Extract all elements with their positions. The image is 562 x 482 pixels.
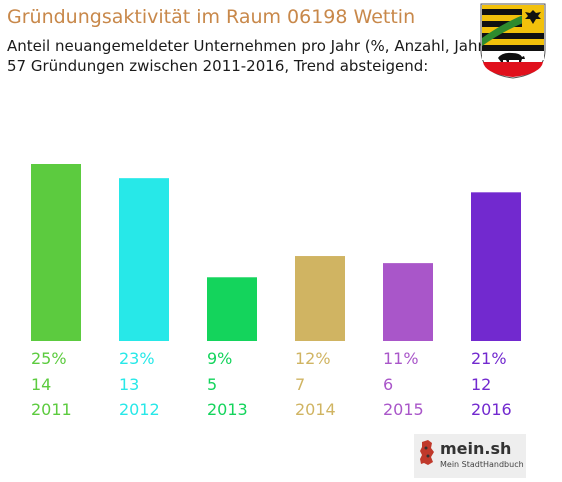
subtitle-line-1: Anteil neuangemeldeter Unternehmen pro J… <box>7 37 490 55</box>
count-label-2015: 6 <box>383 375 393 394</box>
percent-label-2011: 25% <box>31 349 67 368</box>
bar-2011 <box>31 164 81 341</box>
brand-name: mein.sh <box>440 439 512 458</box>
chart-subtitle: Anteil neuangemeldeter Unternehmen pro J… <box>7 36 490 76</box>
year-label-2011: 2011 <box>31 400 72 419</box>
year-label-2013: 2013 <box>207 400 248 419</box>
year-label-2012: 2012 <box>119 400 160 419</box>
year-label-2015: 2015 <box>383 400 424 419</box>
bar-2012 <box>119 178 169 341</box>
bar-2014 <box>295 256 345 341</box>
saxony-anhalt-coat-of-arms-icon <box>480 3 546 79</box>
percent-label-2013: 9% <box>207 349 232 368</box>
bar-2016 <box>471 192 521 341</box>
year-label-2016: 2016 <box>471 400 512 419</box>
count-label-2016: 12 <box>471 375 491 394</box>
bar-2013 <box>207 277 257 341</box>
percent-label-2016: 21% <box>471 349 507 368</box>
count-label-2013: 5 <box>207 375 217 394</box>
percent-label-2014: 12% <box>295 349 331 368</box>
chart-title: Gründungsaktivität im Raum 06198 Wettin <box>7 6 416 28</box>
count-label-2012: 13 <box>119 375 139 394</box>
brand-tagline: Mein StadtHandbuch <box>440 460 524 469</box>
subtitle-line-2: 57 Gründungen zwischen 2011-2016, Trend … <box>7 57 429 75</box>
mein-sh-logo-icon <box>414 434 526 478</box>
count-label-2014: 7 <box>295 375 305 394</box>
count-label-2011: 14 <box>31 375 51 394</box>
year-label-2014: 2014 <box>295 400 336 419</box>
percent-label-2012: 23% <box>119 349 155 368</box>
percent-label-2015: 11% <box>383 349 419 368</box>
bar-2015 <box>383 263 433 341</box>
